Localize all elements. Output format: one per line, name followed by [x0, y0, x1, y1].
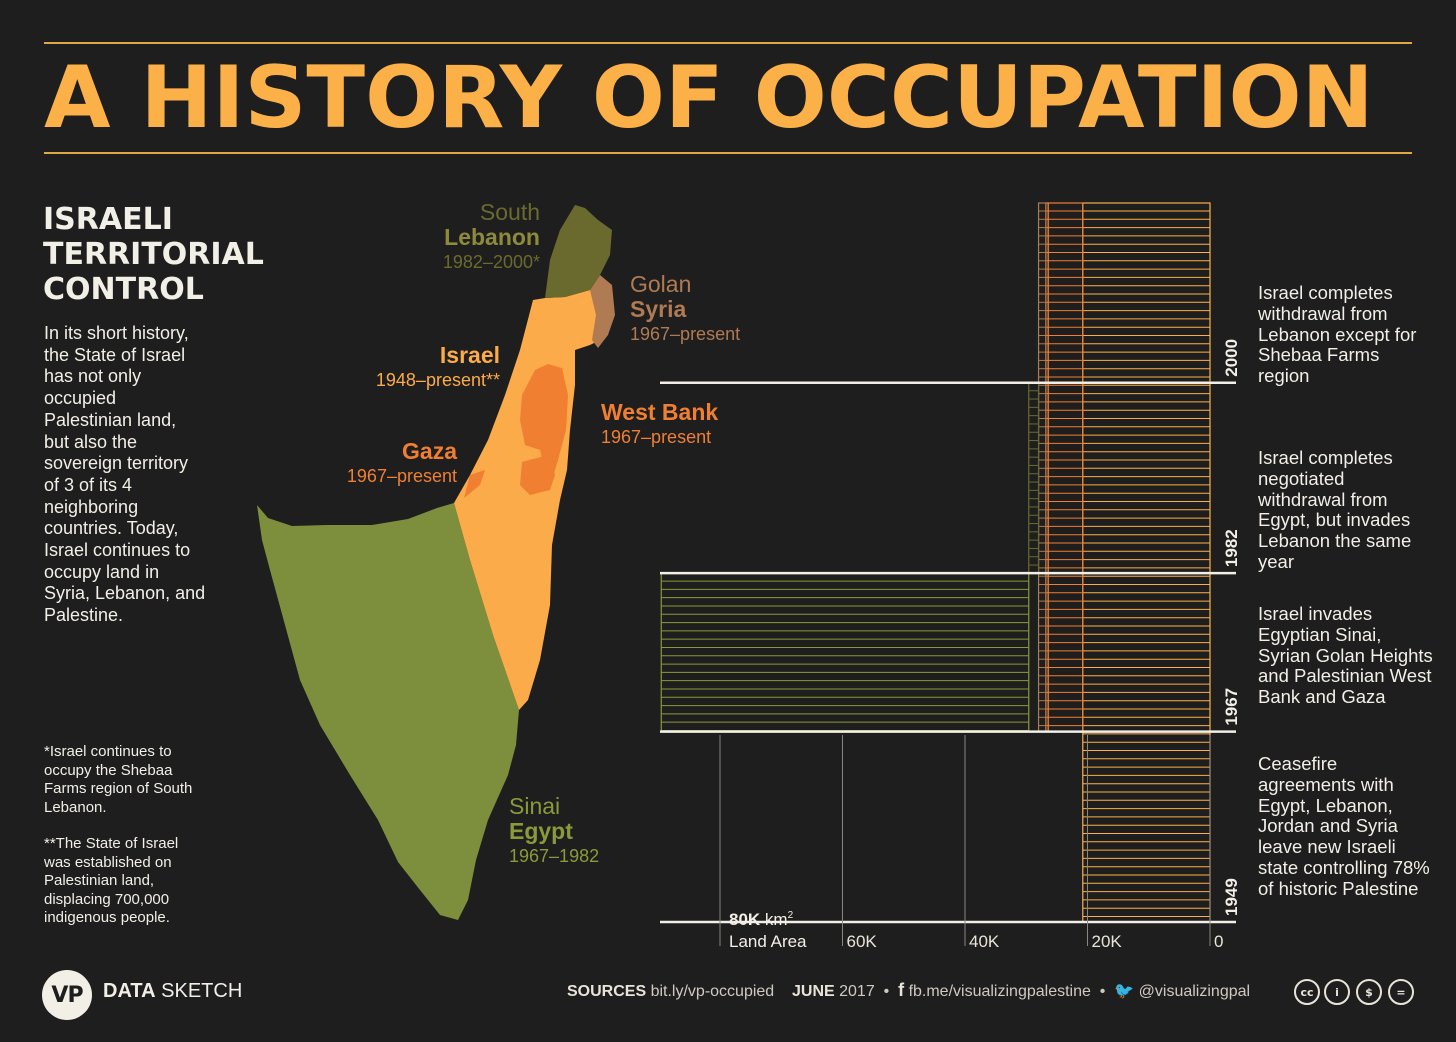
event-1967: Israel invades Egyptian Sinai, Syrian Go… [1258, 603, 1433, 708]
x-tick-label: 20K [1092, 932, 1123, 951]
cc-icon: cc [1294, 979, 1320, 1005]
section-title-line-1: ISRAELI [43, 202, 173, 237]
intro-text: In its short history, the State of Israe… [44, 323, 206, 626]
label-israel-years: 1948–present** [375, 370, 500, 390]
year-label-2000: 2000 [1222, 339, 1241, 377]
footnote-israel: **The State of Israel was established on… [44, 835, 179, 926]
label-syria-country: Syria [630, 296, 687, 322]
facebook-link[interactable]: fb.me/visualizingpalestine [908, 983, 1091, 1000]
label-syria-region: Golan [630, 271, 692, 297]
event-2000: Israel completes withdrawal from Lebanon… [1258, 282, 1417, 387]
year-label-1949: 1949 [1222, 878, 1241, 916]
x-axis-max-label: 80K km2 [729, 910, 794, 929]
year-label-1982: 1982 [1222, 529, 1241, 567]
label-egypt-years: 1967–1982 [509, 846, 600, 866]
date-month: JUNE [791, 983, 835, 1000]
facebook-icon: f [898, 980, 905, 1000]
label-syria: Golan Syria 1967–present [630, 272, 740, 346]
nd-icon: = [1388, 979, 1414, 1005]
label-gaza-name: Gaza [402, 438, 457, 464]
year-label-1967: 1967 [1222, 688, 1241, 726]
brand-name: DATA SKETCH [103, 980, 242, 1003]
nc-icon: $ [1356, 979, 1382, 1005]
bar-outline-3 [1037, 202, 1047, 733]
section-title-line-2: TERRITORIAL [43, 237, 264, 272]
label-israel: Israel 1948–present** [320, 343, 500, 392]
twitter-icon: 🐦 [1114, 983, 1135, 1000]
label-lebanon-region: South [479, 199, 540, 225]
bar-golan [1037, 202, 1047, 733]
event-1949: Ceasefire agreements with Egypt, Lebanon… [1258, 753, 1430, 899]
chart-bars [660, 202, 1211, 923]
x-tick-label: 60K [847, 932, 878, 951]
twitter-link[interactable]: @visualizingpal [1138, 983, 1251, 1000]
footnote-shebaa: *Israel continues to occupy the Shebaa F… [44, 743, 193, 816]
title-rule [44, 152, 1412, 154]
label-egypt-country: Egypt [509, 818, 573, 844]
label-westbank-name: West Bank [601, 399, 719, 425]
label-israel-country: Israel [439, 342, 500, 368]
brand-rest: SKETCH [155, 980, 243, 1002]
bar-outline-5 [660, 572, 1030, 733]
vp-logo: VP [42, 970, 92, 1020]
top-rule [44, 42, 1412, 44]
x-axis-title: Land Area [729, 932, 807, 951]
label-gaza: Gaza 1967–present [300, 439, 457, 488]
sources-link[interactable]: bit.ly/vp-occupied [650, 983, 775, 1000]
event-1982: Israel completes negotiated withdrawal f… [1258, 447, 1412, 572]
label-westbank: West Bank 1967–present [601, 400, 718, 449]
bar-sinai [660, 572, 1030, 733]
footer-sources: SOURCES bit.ly/vp-occupied JUNE 2017 • f… [567, 980, 1251, 1000]
label-westbank-years: 1967–present [601, 427, 712, 447]
bar-south-lebanon [1028, 382, 1040, 574]
sources-label: SOURCES [567, 983, 647, 1000]
label-lebanon: South Lebanon 1982–2000* [400, 200, 540, 274]
by-icon: i [1324, 979, 1350, 1005]
x-tick-label: 0 [1214, 932, 1223, 951]
label-lebanon-country: Lebanon [444, 224, 540, 250]
section-title: ISRAELI TERRITORIAL CONTROL [43, 202, 264, 307]
brand-bold: DATA [103, 980, 156, 1002]
x-tick-label: 40K [969, 932, 1000, 951]
chart-axis: 1949 1967 1982 2000 60K 40K 20K 0 80K km2 Land Ar… [660, 339, 1241, 951]
label-syria-years: 1967–present [630, 324, 741, 344]
page-title: A HISTORY OF OCCUPATION [44, 48, 1374, 148]
label-lebanon-years: 1982–2000* [442, 252, 540, 272]
label-egypt-region: Sinai [509, 793, 561, 819]
bar-israel [1082, 202, 1211, 923]
bar-outline-1 [1047, 202, 1084, 733]
label-egypt: Sinai Egypt 1967–1982 [509, 794, 599, 868]
label-gaza-years: 1967–present [346, 466, 457, 486]
bar-outline-4 [1028, 382, 1040, 574]
bar-west-bank [1047, 202, 1084, 733]
section-title-line-3: CONTROL [43, 272, 204, 307]
date-year: 2017 [834, 983, 875, 1000]
